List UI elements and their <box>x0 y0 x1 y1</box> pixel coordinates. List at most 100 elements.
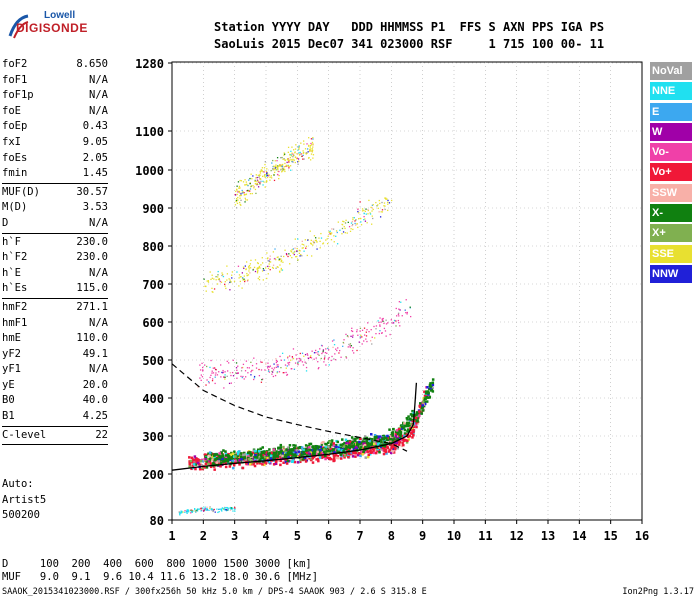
legend-entry: E <box>650 102 692 121</box>
echo-point <box>390 319 392 321</box>
echo-point <box>242 453 245 457</box>
echo-point <box>268 263 270 265</box>
echo-point <box>219 508 221 510</box>
echo-point <box>332 346 334 349</box>
echo-point <box>265 453 269 457</box>
echo-point <box>186 509 188 511</box>
echo-point <box>213 468 216 471</box>
param-label: B0 <box>2 394 15 407</box>
echo-point <box>294 152 296 154</box>
echo-point <box>406 430 409 433</box>
logo-lowell: Lowell <box>44 10 76 21</box>
echo-point <box>188 465 191 468</box>
echo-point <box>256 268 258 270</box>
echo-point <box>319 448 322 452</box>
echo-point <box>214 374 217 376</box>
echo-point <box>286 374 288 376</box>
legend-entry: Vo+ <box>650 163 692 182</box>
echo-point <box>302 457 305 461</box>
echo-point <box>241 277 244 280</box>
echo-point <box>229 372 232 374</box>
echo-point <box>312 452 316 456</box>
echo-point <box>337 456 340 460</box>
echo-point <box>260 264 262 266</box>
echo-point <box>284 159 286 161</box>
echo-point <box>315 349 317 352</box>
echo-point <box>356 453 360 457</box>
echo-point <box>245 376 247 378</box>
echo-point <box>262 463 266 467</box>
echo-point <box>262 184 264 186</box>
echo-point <box>359 450 363 454</box>
echo-point <box>359 336 361 338</box>
echo-point <box>296 250 298 252</box>
echo-point <box>178 511 180 513</box>
echo-point <box>245 184 247 186</box>
echo-point <box>385 319 387 321</box>
echo-point <box>191 458 195 461</box>
echo-point <box>262 180 264 183</box>
echo-point <box>261 456 264 460</box>
echo-point <box>328 231 330 233</box>
echo-point <box>355 219 357 221</box>
echo-point <box>279 165 281 167</box>
echo-point <box>352 347 354 349</box>
echo-point <box>205 384 207 386</box>
echo-point <box>267 369 270 371</box>
echo-point <box>272 369 275 371</box>
auto-code: 500200 <box>2 509 40 522</box>
echo-point <box>230 461 234 465</box>
ionogram-chart: 1 2 3 4 5 6 7 8 9 10 11 12 13 14 15 1680200300400500600… <box>135 57 649 543</box>
echo-point <box>284 162 286 165</box>
echo-point <box>262 279 264 281</box>
echo-point <box>305 245 308 248</box>
echo-point <box>408 424 411 427</box>
echo-point <box>281 352 284 354</box>
echo-point <box>395 429 399 432</box>
echo-point <box>350 445 353 448</box>
echo-point <box>330 233 332 236</box>
echo-point <box>278 270 281 272</box>
echo-point <box>308 137 310 139</box>
echo-point <box>399 431 403 434</box>
echo-point <box>401 434 404 438</box>
echo-point <box>297 362 299 365</box>
echo-point <box>277 165 279 167</box>
echo-point <box>301 247 303 249</box>
echo-point <box>296 247 298 250</box>
echo-point <box>425 400 429 403</box>
echo-point <box>199 364 201 366</box>
echo-point <box>283 152 285 154</box>
echo-point <box>196 461 200 465</box>
echo-point <box>210 509 213 511</box>
echo-point <box>408 417 412 421</box>
echo-point <box>384 436 388 439</box>
echo-point <box>286 254 288 256</box>
echo-point <box>259 462 262 465</box>
echo-point <box>347 447 350 450</box>
echo-point <box>315 351 317 354</box>
echo-point <box>412 434 415 437</box>
echo-point <box>321 448 324 451</box>
echo-point <box>401 315 403 317</box>
echo-point <box>260 170 263 172</box>
echo-point <box>302 244 305 246</box>
echo-point <box>276 360 278 363</box>
echo-point <box>289 153 291 156</box>
param-separator <box>2 182 108 184</box>
echo-point <box>387 436 391 439</box>
echo-point <box>363 340 365 342</box>
echo-point <box>243 192 245 194</box>
echo-point <box>204 458 207 461</box>
echo-point <box>242 277 244 279</box>
echo-point <box>249 193 252 195</box>
echo-point <box>365 208 367 210</box>
echo-point <box>343 441 346 445</box>
echo-point <box>317 361 319 363</box>
echo-point <box>373 435 377 439</box>
echo-point <box>188 462 191 465</box>
echo-point <box>270 169 272 172</box>
echo-point <box>267 257 269 259</box>
echo-point <box>221 453 224 457</box>
echo-point <box>294 148 297 150</box>
